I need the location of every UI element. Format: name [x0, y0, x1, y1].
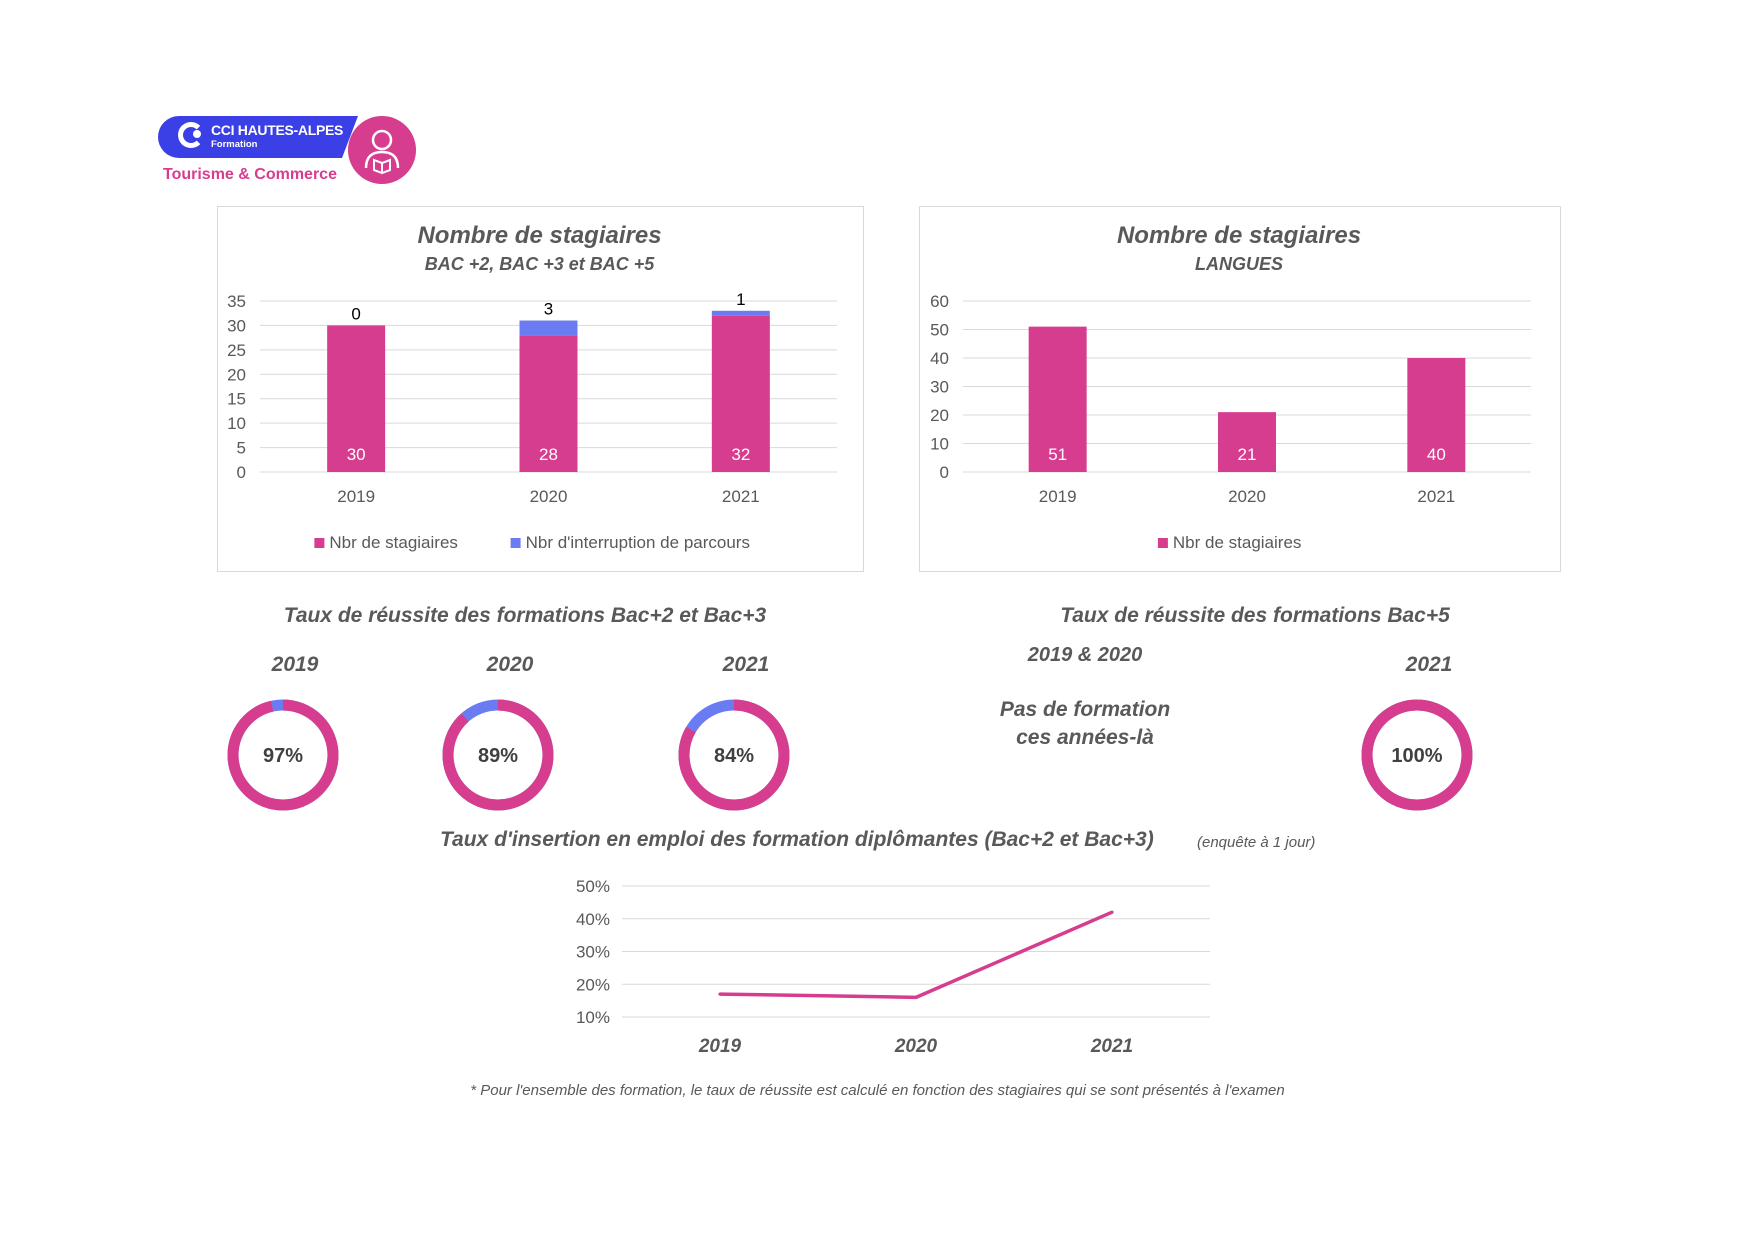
chart2-subtitle: LANGUES [1194, 254, 1283, 274]
chart2-ytick-label: 10 [930, 435, 949, 454]
chart1-bar-secondary [711, 310, 770, 316]
success2-message-line2: ces années-là [1016, 726, 1154, 749]
chart2-legend-swatch [1157, 538, 1168, 548]
chart2-bar-chart: 0 10 20 30 40 50 60 51 2019 21 2020 40 2021 Nbr de st… [930, 292, 1531, 552]
chart2-ytick-label: 60 [930, 292, 949, 311]
chart1-top-value-label: 1 [736, 290, 745, 309]
chart1-bar-secondary [519, 320, 578, 336]
chart1-xtick-label: 2019 [337, 487, 375, 506]
success1-title: Taux de réussite des formations Bac+2 et… [283, 604, 767, 627]
chart1-legend-swatch [510, 538, 521, 548]
chart1-ytick-label: 15 [227, 390, 246, 409]
chart1-top-value-label: 0 [351, 304, 360, 323]
chart1-bar-value-label: 32 [731, 445, 750, 464]
chart3-ytick-label: 50% [576, 877, 610, 896]
chart1-bar-main [711, 315, 770, 472]
chart1-bar-main [519, 335, 578, 472]
success1-donuts: 2019 97% 2020 89% 2021 84% [227, 653, 790, 811]
chart3-xtick-label: 2020 [894, 1036, 938, 1057]
chart3-ytick-label: 20% [576, 975, 610, 994]
success2-donut-value [1361, 699, 1473, 811]
chart3-ytick-label: 10% [576, 1008, 610, 1027]
success1-donut-label: 97% [263, 745, 303, 767]
chart3-point [718, 992, 722, 996]
chart3-note: (enquête à 1 jour) [1197, 834, 1316, 851]
chart1-title: Nombre de stagiaires [417, 222, 662, 249]
chart3-xtick-label: 2021 [1090, 1036, 1133, 1057]
chart2-ytick-label: 50 [930, 321, 949, 340]
chart2-legend-label: Nbr de stagiaires [1173, 533, 1302, 552]
chart2-ytick-label: 20 [930, 406, 949, 425]
chart1-bar-value-label: 30 [347, 445, 366, 464]
chart3-line-chart: 10% 20% 30% 40% 50% 2019 2020 2021 [576, 877, 1210, 1057]
success1-donut-value [442, 699, 554, 811]
chart2-xtick-label: 2021 [1417, 487, 1455, 506]
chart1-legend-label: Nbr de stagiaires [329, 533, 458, 552]
chart3-point [914, 995, 918, 999]
success1-donut-label: 84% [714, 745, 754, 767]
chart3-ytick-label: 30% [576, 943, 610, 962]
chart2-xtick-label: 2020 [1228, 487, 1266, 506]
success1-year-label: 2019 [271, 653, 319, 676]
success2-donut-label: 100% [1391, 745, 1442, 767]
chart3-xtick-label: 2019 [698, 1036, 742, 1057]
success1-year-label: 2020 [486, 653, 534, 676]
chart1-ytick-label: 5 [237, 439, 246, 458]
chart1-ytick-label: 10 [227, 414, 246, 433]
chart3-point [1110, 910, 1114, 914]
success1-year-label: 2021 [722, 653, 770, 676]
success1-donut-value [678, 699, 790, 811]
chart2-xtick-label: 2019 [1039, 487, 1077, 506]
chart2-title: Nombre de stagiaires [1116, 222, 1362, 249]
chart1-subtitle: BAC +2, BAC +3 et BAC +5 [424, 254, 655, 274]
chart1-ytick-label: 25 [227, 341, 246, 360]
chart1-legend-label: Nbr d'interruption de parcours [526, 533, 750, 552]
chart1-xtick-label: 2020 [530, 487, 568, 506]
chart1-ytick-label: 30 [227, 316, 246, 335]
chart1-legend-swatch [314, 538, 325, 548]
chart1-bar-main [327, 325, 386, 472]
success2-donuts: 2021 100% [1361, 653, 1473, 811]
chart1-xtick-label: 2021 [722, 487, 760, 506]
success1-donut-label: 89% [478, 745, 518, 767]
chart3-ytick-label: 40% [576, 910, 610, 929]
logo-tagline: Tourisme & Commerce [163, 166, 337, 183]
success1-donut-value [227, 699, 339, 811]
chart2-ytick-label: 30 [930, 378, 949, 397]
cci-logo-dot-icon [193, 130, 201, 138]
success2-message-line1: Pas de formation [999, 698, 1171, 721]
footnote: * Pour l'ensemble des formation, le taux… [470, 1082, 1285, 1099]
logo-brand: CCI HAUTES-ALPES [211, 122, 344, 138]
chart2-bar-main [1028, 326, 1087, 472]
chart1-ytick-label: 20 [227, 365, 246, 384]
chart2-bar-main [1407, 358, 1466, 472]
chart2-bar-value-label: 40 [1427, 445, 1446, 464]
logo-sub: Formation [211, 139, 258, 150]
person-book-icon [348, 116, 416, 184]
chart1-top-value-label: 3 [544, 300, 553, 319]
success2-title: Taux de réussite des formations Bac+5 [1060, 604, 1450, 627]
success2-year-label: 2021 [1405, 653, 1453, 676]
success2-years: 2019 & 2020 [1027, 644, 1143, 666]
chart1-ytick-label: 0 [237, 463, 246, 482]
chart2-bar-value-label: 21 [1238, 445, 1257, 464]
chart2-ytick-label: 0 [940, 463, 949, 482]
chart1-bar-chart: 0 5 10 15 20 25 30 35 30 0 2019 28 3 2020 32 1 2021 Nbr d… [227, 290, 837, 552]
chart3-title: Taux d'insertion en emploi des formation… [440, 828, 1154, 851]
chart2-bar-main [1218, 412, 1276, 472]
cci-logo-icon [178, 122, 204, 148]
chart1-bar-value-label: 28 [539, 445, 558, 464]
chart2-bar-value-label: 51 [1048, 445, 1067, 464]
chart1-ytick-label: 35 [227, 292, 246, 311]
chart2-ytick-label: 40 [930, 349, 949, 368]
